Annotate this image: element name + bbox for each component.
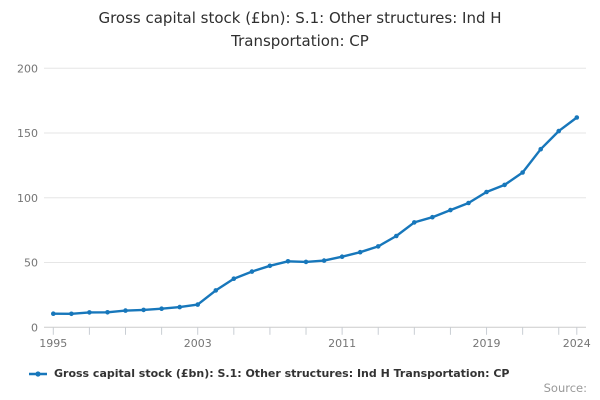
x-axis-tick-label: 2024: [563, 337, 591, 350]
data-point: [448, 207, 453, 213]
data-point: [177, 304, 182, 310]
data-point: [285, 259, 291, 264]
legend[interactable]: Gross capital stock (£bn): S.1: Other st…: [29, 365, 509, 382]
data-point: [69, 311, 74, 317]
data-point: [502, 182, 507, 188]
line-chart-plot-area: 0 50 100 150 200 1995 2003 2011 2019 2024: [17, 62, 591, 350]
x-axis-tick-label: 2003: [184, 337, 212, 350]
x-axis-tick-label: 2019: [473, 337, 501, 350]
data-point: [123, 308, 128, 313]
data-point: [412, 220, 417, 225]
chart-title: Gross capital stock (£bn): S.1: Other st…: [0, 7, 600, 53]
data-point: [339, 254, 345, 259]
y-axis-tick-label: 150: [17, 127, 38, 140]
data-point: [303, 259, 309, 265]
data-point: [87, 310, 92, 315]
data-point: [466, 200, 471, 206]
data-point: [375, 244, 381, 249]
data-point: [574, 115, 580, 120]
legend-series-label: Gross capital stock (£bn): S.1: Other st…: [54, 367, 510, 380]
data-point: [321, 258, 327, 263]
source-label: Source:: [543, 381, 587, 395]
data-point: [394, 233, 399, 239]
y-axis-tick-label: 50: [24, 257, 38, 270]
x-axis-tick-label: 1995: [39, 337, 67, 350]
chart-title-line1: Gross capital stock (£bn): S.1: Other st…: [98, 9, 502, 27]
data-point: [51, 311, 56, 317]
data-point: [556, 128, 561, 134]
data-point: [538, 146, 543, 152]
data-point: [267, 263, 273, 269]
data-point: [249, 269, 255, 274]
data-point: [195, 302, 200, 307]
data-point: [159, 306, 164, 311]
chart-title-line2: Transportation: CP: [231, 32, 369, 50]
data-point: [105, 310, 110, 315]
data-point: [430, 214, 435, 220]
series-line: [52, 116, 578, 315]
data-point: [357, 249, 363, 255]
legend-line-marker-icon: [29, 370, 47, 377]
x-axis-tick-label: 2011: [328, 337, 356, 350]
data-point: [231, 276, 237, 281]
y-axis-tick-label: 0: [31, 321, 38, 334]
y-axis-tick-label: 200: [17, 62, 38, 75]
y-axis-tick-label: 100: [17, 192, 38, 205]
data-point: [520, 170, 525, 175]
data-point: [141, 307, 146, 313]
data-point: [484, 189, 489, 195]
data-point: [213, 288, 219, 293]
